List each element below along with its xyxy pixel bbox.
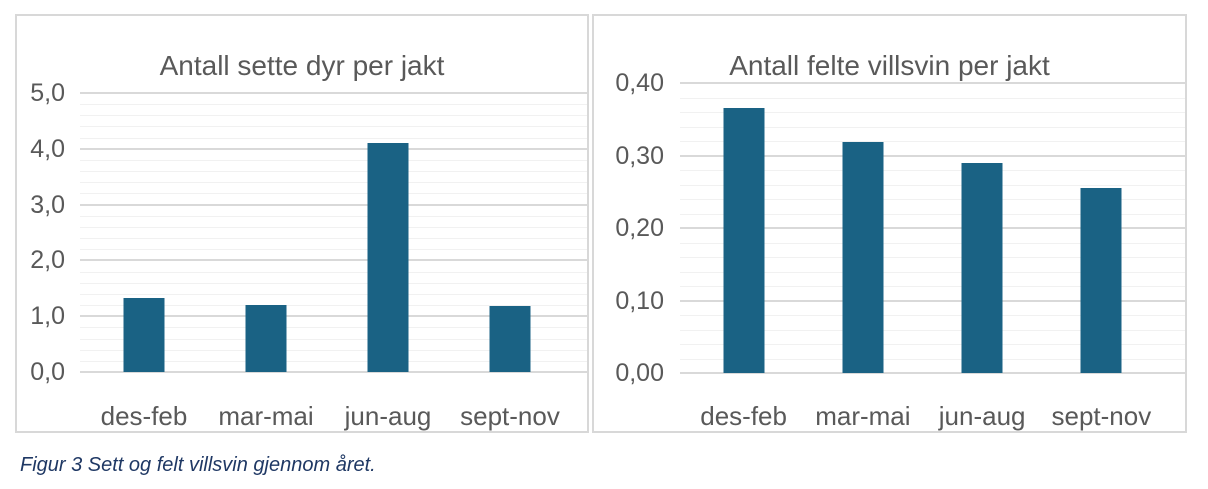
major-gridline [680, 82, 1185, 84]
figure-caption: Figur 3 Sett og felt villsvin gjennom år… [20, 454, 376, 476]
minor-gridline [80, 115, 587, 117]
minor-gridline [80, 215, 587, 217]
major-gridline [80, 92, 587, 94]
chart-title: Antall sette dyr per jakt [159, 50, 445, 81]
category-label-sept-nov: sept-nov [1051, 401, 1152, 431]
category-label-sept-nov: sept-nov [460, 401, 560, 431]
minor-gridline [80, 137, 587, 139]
minor-gridline [680, 126, 1185, 128]
bar-des-feb [123, 298, 165, 372]
y-tick-label: 2,0 [30, 246, 65, 275]
bar-mar-mai [842, 142, 884, 373]
chart-title: Antall felte villsvin per jakt [729, 50, 1050, 81]
category-label-mar-mai: mar-mai [815, 401, 911, 431]
minor-gridline [680, 242, 1185, 244]
y-tick-label: 0,20 [615, 214, 664, 242]
y-tick-label: 3,0 [30, 190, 65, 219]
x-axis-category-labels: des-feb mar-mai jun-aug sept-nov [684, 401, 1161, 431]
minor-gridline [80, 327, 587, 329]
minor-gridline [80, 293, 587, 295]
chart-felte-villsvin-panel: Antall felte villsvin per jakt 0,00 0,10 0… [592, 14, 1187, 433]
minor-gridline [80, 238, 587, 240]
bar-sept-nov [489, 306, 531, 372]
minor-gridline [680, 141, 1185, 142]
minor-gridline [680, 184, 1185, 186]
y-tick-label: 0,40 [615, 69, 664, 97]
minor-gridline [680, 286, 1185, 287]
major-gridline [80, 147, 587, 150]
minor-gridline [680, 257, 1185, 258]
major-gridline [80, 315, 587, 318]
major-gridline [680, 227, 1185, 229]
y-tick-label: 5,0 [30, 79, 65, 107]
major-gridline [80, 259, 587, 262]
minor-gridline [80, 360, 587, 362]
minor-gridline [80, 305, 587, 307]
y-tick-label: 0,10 [615, 286, 664, 315]
y-tick-label: 0,0 [30, 358, 65, 386]
chart-sette-dyr-panel: Antall sette dyr per jakt 0,0 1,0 2,0 3,0 4,… [15, 14, 589, 433]
plot-area [680, 82, 1185, 374]
minor-gridline [80, 338, 587, 340]
category-label-des-feb: des-feb [100, 401, 188, 431]
minor-gridline [80, 226, 587, 228]
minor-gridline [80, 159, 587, 161]
minor-gridline [680, 170, 1185, 171]
minor-gridline [80, 171, 587, 173]
y-axis-tick-labels: 0,00 0,10 0,20 0,30 0,40 [594, 70, 664, 386]
bar-series [684, 83, 1161, 373]
minor-gridline [80, 104, 587, 106]
minor-gridline [680, 97, 1185, 99]
minor-gridline [80, 349, 587, 351]
category-label-jun-aug: jun-aug [344, 401, 432, 431]
major-gridline [680, 372, 1185, 374]
y-axis-tick-labels: 0,0 1,0 2,0 3,0 4,0 5,0 [17, 80, 65, 385]
category-label-des-feb: des-feb [700, 401, 787, 431]
major-gridline [80, 371, 587, 373]
bar-series [83, 93, 571, 372]
category-label-mar-mai: mar-mai [218, 401, 314, 431]
y-tick-label: 1,0 [30, 302, 65, 331]
minor-gridline [680, 315, 1185, 316]
major-gridline [680, 299, 1185, 302]
minor-gridline [80, 193, 587, 195]
minor-gridline [80, 282, 587, 284]
minor-gridline [680, 213, 1185, 215]
bar-jun-aug [367, 143, 409, 372]
y-tick-label: 0,00 [615, 359, 664, 387]
minor-gridline [680, 199, 1185, 200]
x-axis-category-labels: des-feb mar-mai jun-aug sept-nov [83, 401, 571, 431]
minor-gridline [80, 182, 587, 184]
major-gridline [80, 203, 587, 206]
plot-area [80, 92, 587, 373]
minor-gridline [680, 329, 1185, 331]
bar-sept-nov [1080, 188, 1122, 373]
minor-gridline [80, 249, 587, 251]
minor-gridline [680, 271, 1185, 273]
major-gridline [680, 154, 1185, 157]
bar-des-feb [723, 108, 765, 373]
minor-gridline [680, 344, 1185, 345]
y-tick-label: 4,0 [30, 134, 65, 163]
y-tick-label: 0,30 [615, 141, 664, 170]
minor-gridline [80, 126, 587, 128]
bar-mar-mai [245, 305, 287, 372]
category-label-jun-aug: jun-aug [938, 401, 1026, 431]
minor-gridline [680, 112, 1185, 113]
minor-gridline [680, 358, 1185, 360]
minor-gridline [80, 271, 587, 273]
bar-jun-aug [961, 162, 1003, 373]
